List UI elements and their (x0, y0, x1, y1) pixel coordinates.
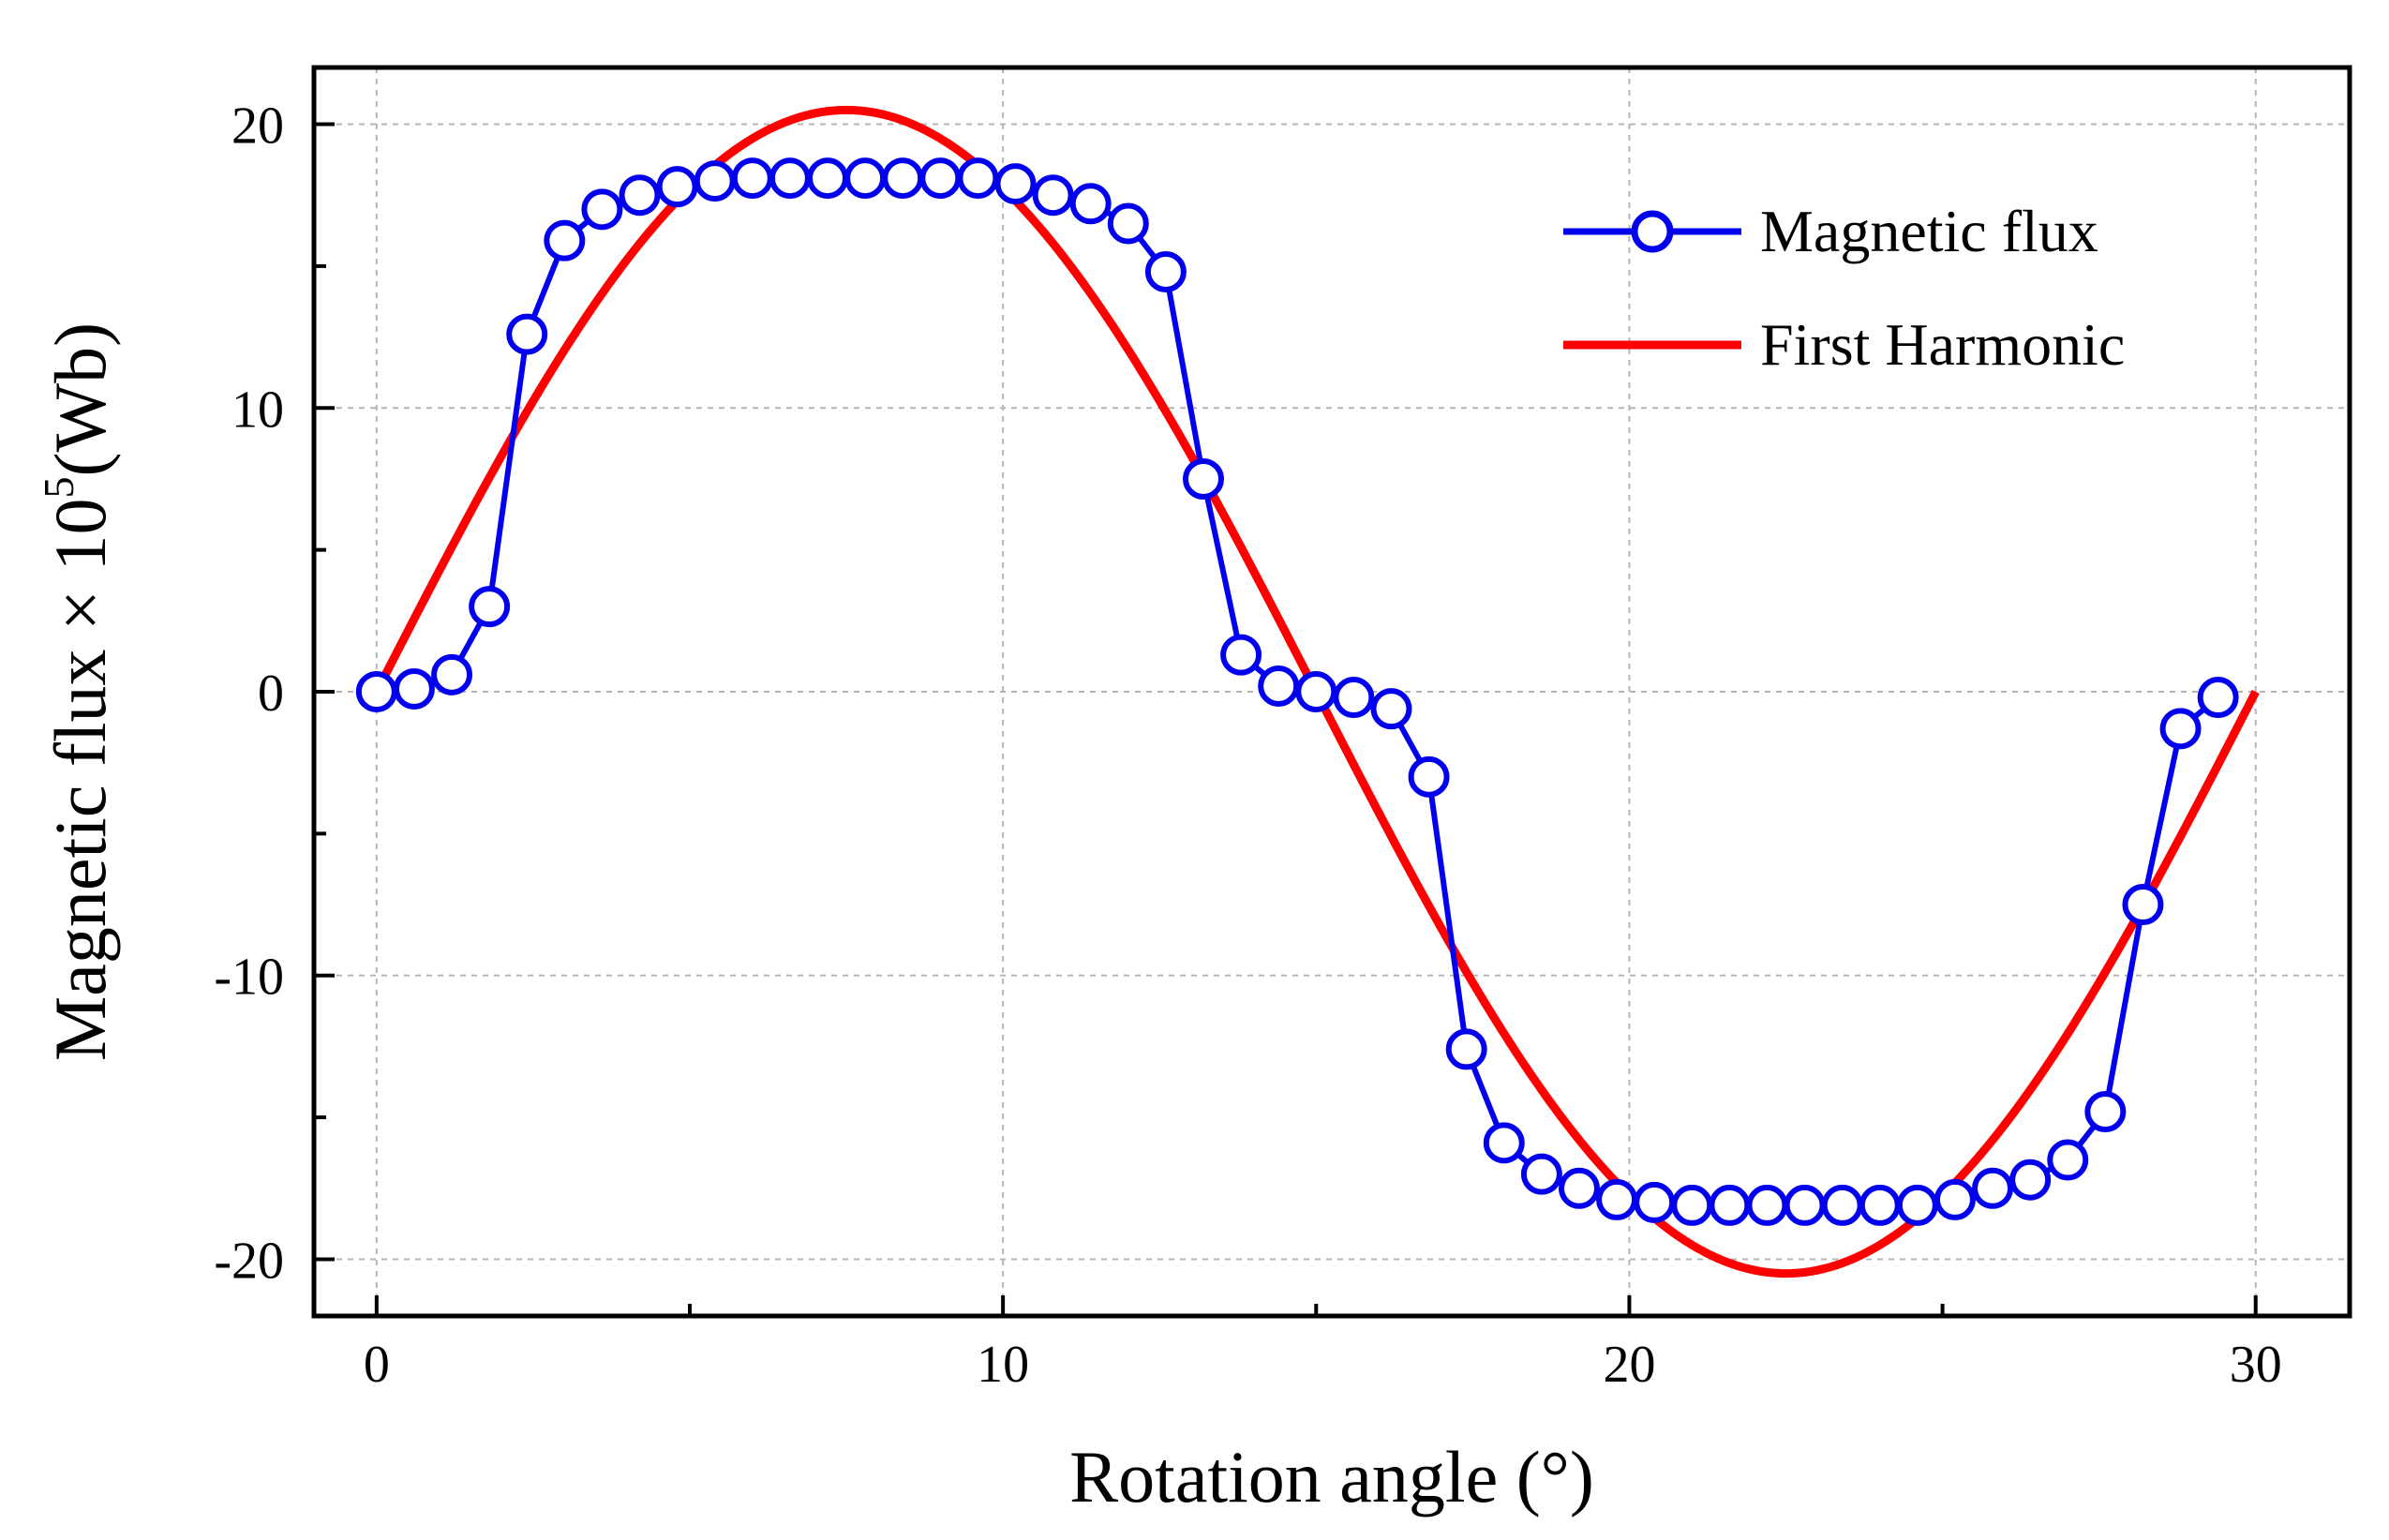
magnetic-flux-point (1558, 1167, 1600, 1209)
x-axis-title: Rotation angle (°) (1069, 1436, 1594, 1518)
legend-marker-magnetic-flux (1631, 210, 1674, 253)
magnetic-flux-point (694, 160, 736, 202)
magnetic-flux-point (1483, 1122, 1525, 1164)
magnetic-flux-point (2159, 708, 2202, 750)
y-tick-label: -10 (214, 949, 284, 1007)
y-axis-title-unit: (Wb) (39, 322, 121, 477)
magnetic-flux-point (1596, 1178, 1638, 1220)
magnetic-flux-point (469, 586, 511, 628)
x-tick-label: 0 (364, 1336, 390, 1394)
magnetic-flux-point (506, 313, 548, 355)
magnetic-flux-point (1859, 1184, 1901, 1226)
magnetic-flux-point (1634, 1181, 1676, 1223)
magnetic-flux-point (1784, 1184, 1826, 1226)
magnetic-flux-point (1972, 1167, 2014, 1209)
series-layer (355, 105, 2260, 1278)
magnetic-flux-point (882, 157, 924, 200)
magnetic-flux-point (844, 157, 887, 200)
magnetic-flux-point (994, 163, 1037, 205)
magnetic-flux-point (1220, 634, 1262, 676)
magnetic-flux-point (1709, 1184, 1751, 1226)
magnetic-flux-point (769, 157, 811, 200)
y-axis-title-main: Magnetic flux × 10 (39, 498, 121, 1061)
magnetic-flux-point (581, 188, 623, 231)
magnetic-flux-point (1934, 1178, 1976, 1220)
magnetic-flux-point (1182, 457, 1224, 500)
magnetic-flux-point (1107, 202, 1149, 245)
grid-lines (314, 67, 2350, 1316)
magnetic-flux-point (1295, 671, 1337, 712)
magnetic-flux-point (1896, 1184, 1938, 1226)
plot-frame (311, 65, 2352, 1319)
magnetic-flux-point (2047, 1139, 2089, 1181)
y-axis-title-exponent: 5 (35, 476, 82, 498)
magnetic-flux-point (1520, 1153, 1562, 1195)
legend-label-magnetic-flux: Magnetic flux (1760, 198, 2098, 264)
y-axis-title: Magnetic flux × 105(Wb) (35, 322, 121, 1061)
magnetic-flux-point (1821, 1184, 1863, 1226)
magnetic-flux-point (619, 174, 661, 217)
magnetic-flux-point (1144, 250, 1187, 292)
y-tick-label: 10 (231, 381, 284, 439)
magnetic-flux-point (1408, 755, 1450, 798)
magnetic-flux-point (2084, 1091, 2127, 1133)
magnetic-flux-point (807, 157, 849, 200)
y-tick-label: 0 (258, 665, 284, 723)
magnetic-flux-point (431, 653, 473, 695)
x-tick-label: 10 (977, 1336, 1029, 1394)
magnetic-flux-point (2009, 1159, 2052, 1201)
magnetic-flux-point (1370, 688, 1412, 730)
x-tick-label: 20 (1603, 1336, 1655, 1394)
y-tick-label: 20 (231, 97, 284, 156)
magnetic-flux-point (355, 671, 397, 712)
magnetic-flux-point (2197, 677, 2239, 719)
magnetic-flux-point (1258, 665, 1300, 707)
tick-labels: 0 10 20 30 -20 -10 0 10 20 (214, 97, 2281, 1394)
magnetic-flux-point (1333, 677, 1375, 719)
x-tick-label: 30 (2230, 1336, 2282, 1394)
magnetic-flux-point (393, 667, 435, 710)
svg-text:Magnetic flux × 105(Wb): Magnetic flux × 105(Wb) (35, 322, 121, 1061)
magnetic-flux-point (1671, 1184, 1713, 1226)
magnetic-flux-point (544, 219, 586, 262)
magnetic-flux-point (919, 157, 962, 200)
magnetic-flux-point (2122, 884, 2164, 926)
legend: Magnetic flux First Harmonic (1563, 198, 2125, 378)
magnetic-flux-point (731, 157, 773, 200)
magnetic-flux-point (1445, 1028, 1487, 1070)
magnetic-flux-point (957, 157, 999, 200)
axis-ticks (314, 122, 2258, 1316)
magnetic-flux-point (656, 166, 698, 208)
y-tick-label: -20 (214, 1232, 284, 1290)
magnetic-flux-point (1032, 174, 1074, 217)
legend-label-first-harmonic: First Harmonic (1760, 311, 2125, 378)
magnetic-flux-point (1746, 1184, 1788, 1226)
magnetic-flux-point (1069, 183, 1112, 225)
